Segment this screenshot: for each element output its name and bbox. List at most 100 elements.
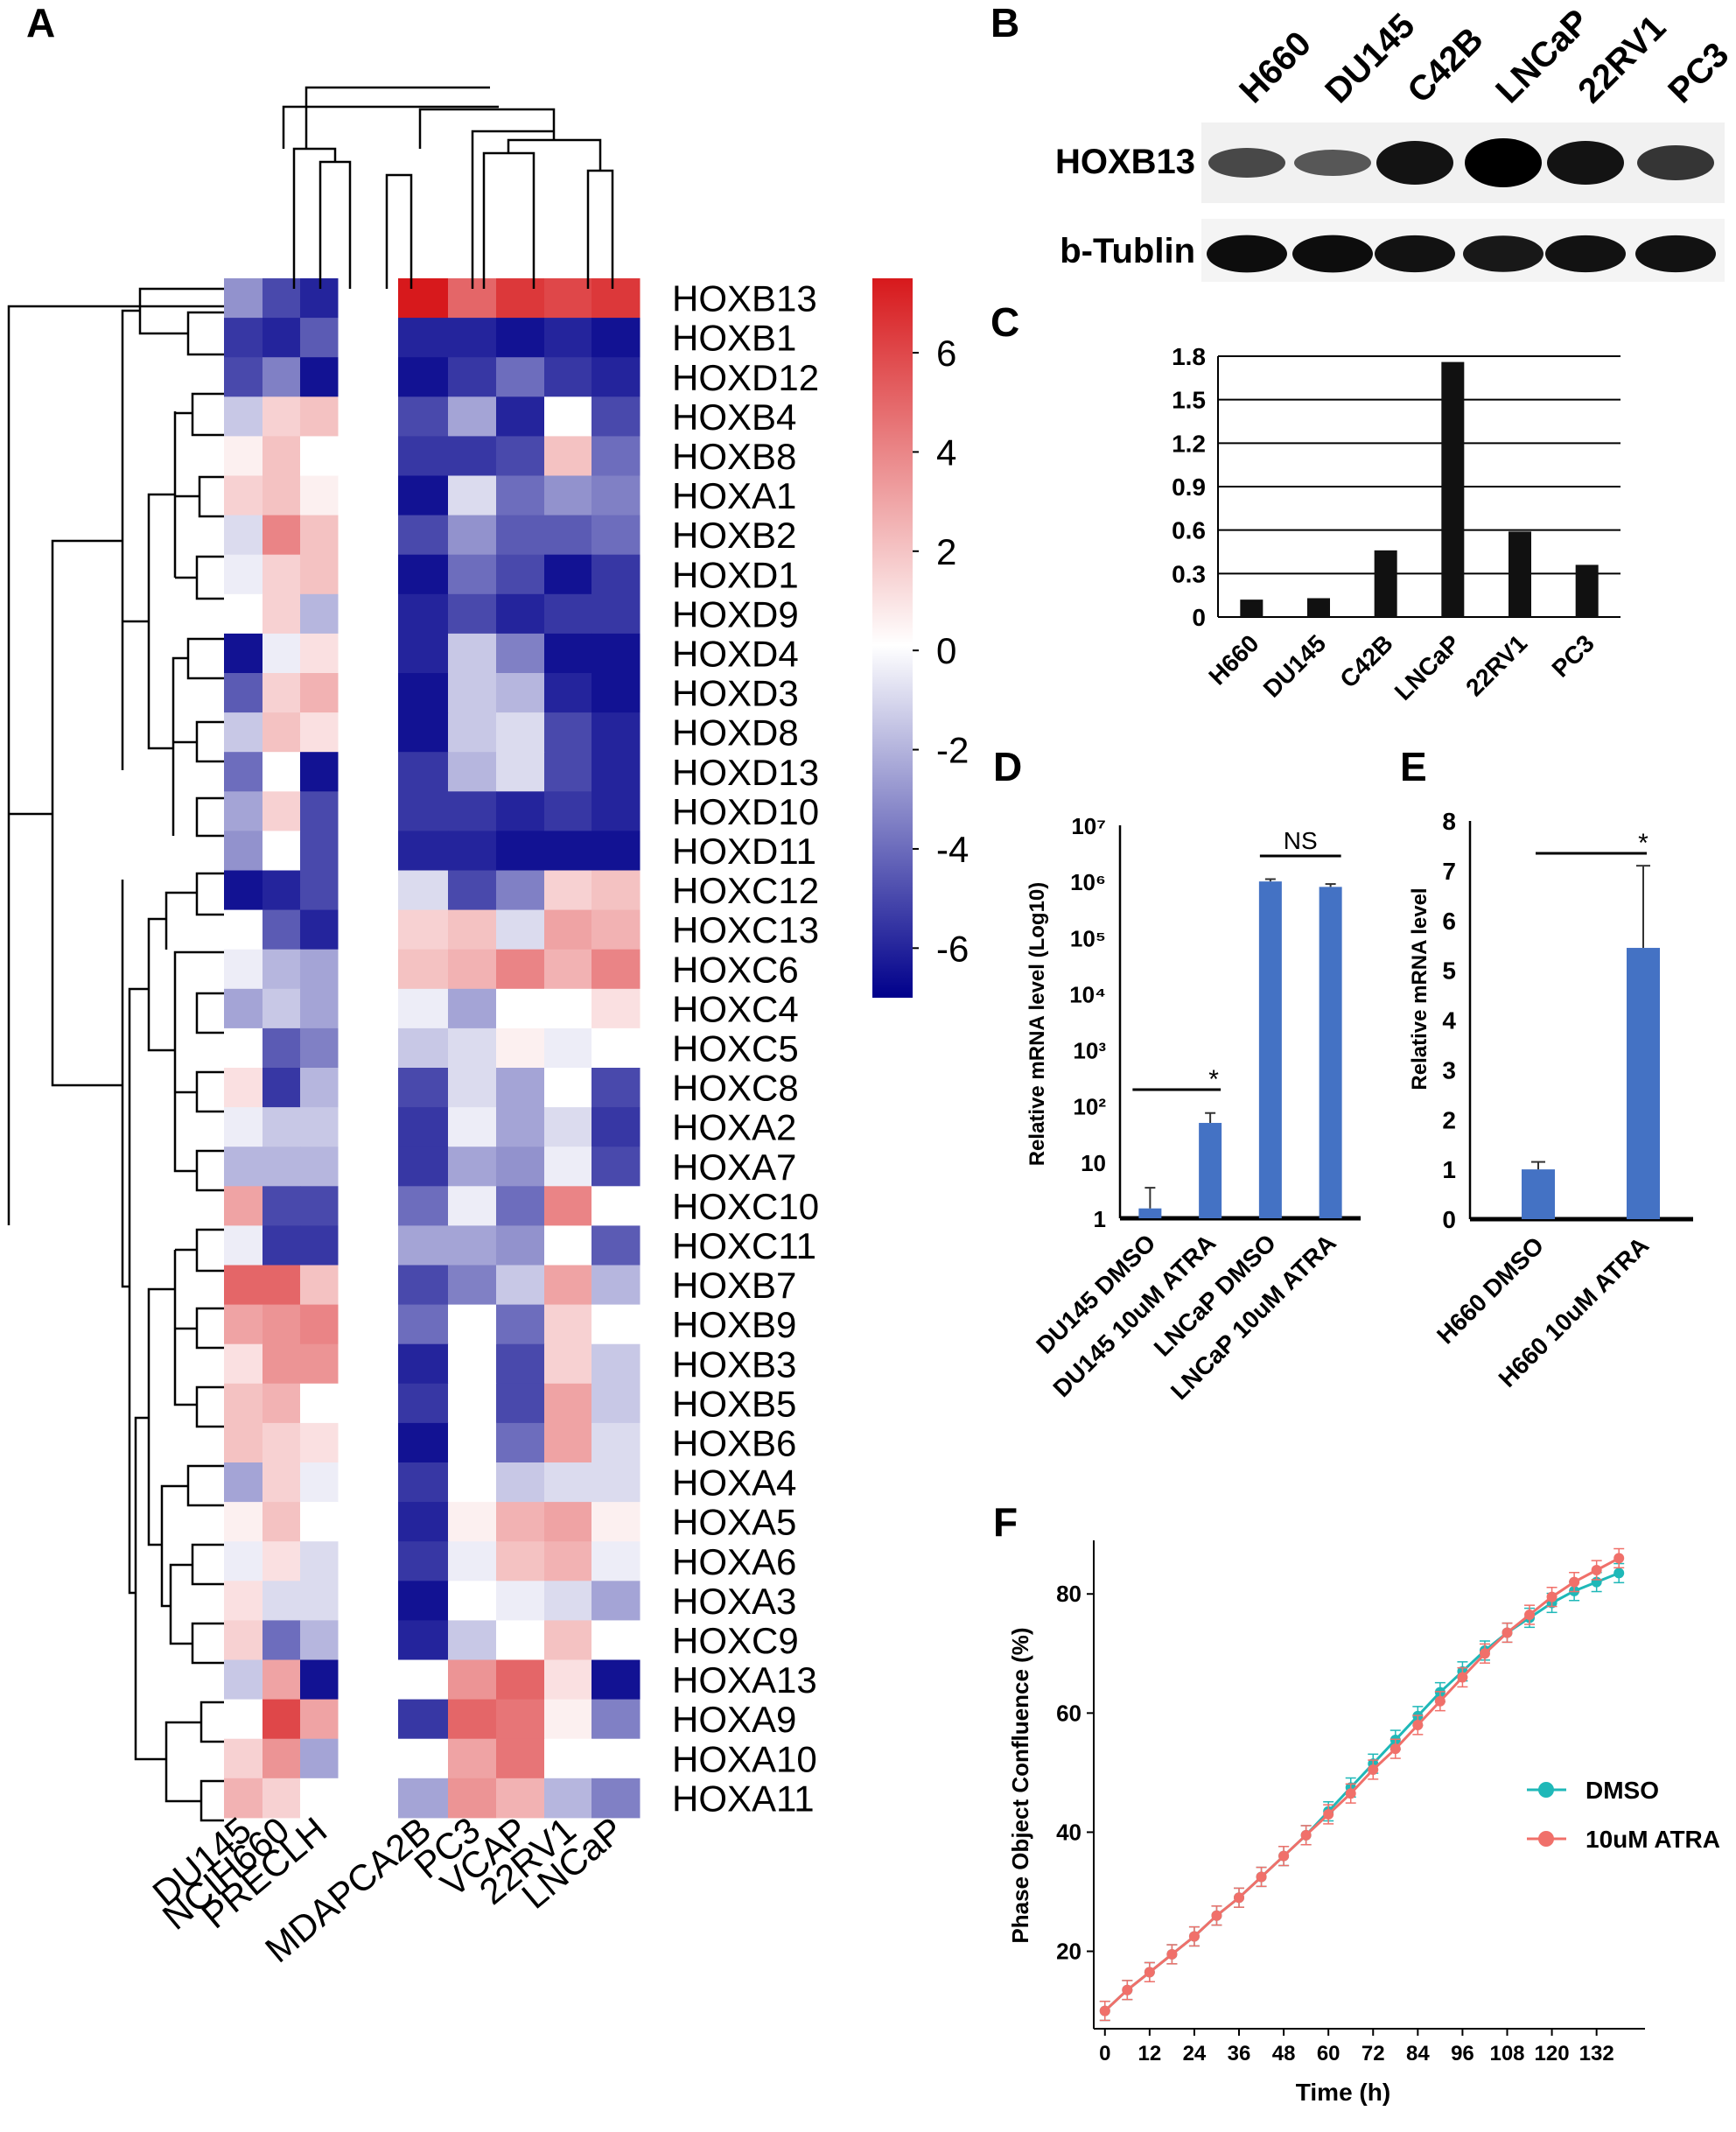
y-tick-label: 0.6 [1172, 517, 1206, 544]
bar [1240, 600, 1264, 617]
heatmap-cell [398, 1778, 449, 1819]
data-point [1390, 1743, 1401, 1755]
heatmap-cell [592, 278, 640, 319]
heatmap-cell [592, 988, 640, 1029]
heatmap-cell [300, 357, 339, 397]
heatmap-cell [262, 1265, 301, 1306]
heatmap-cell [592, 1620, 640, 1660]
heatmap-cell [544, 1699, 592, 1740]
heatmap-row-label: HOXC13 [672, 909, 819, 950]
heatmap-row-label: HOXD3 [672, 673, 799, 714]
heatmap-cell [224, 1502, 263, 1542]
heatmap-cell [448, 1659, 497, 1701]
heatmap-cell [544, 357, 592, 397]
bar [1575, 565, 1599, 617]
heatmap-cell [262, 988, 301, 1029]
heatmap-cell [592, 1738, 640, 1779]
heatmap-cell [592, 593, 640, 635]
heatmap-cell [262, 1581, 301, 1621]
heatmap-cell [398, 1502, 449, 1542]
heatmap-cell [398, 1186, 449, 1226]
heatmap-cell [544, 673, 592, 713]
heatmap-cell [448, 1225, 497, 1266]
heatmap-cell [224, 673, 263, 713]
heatmap-cell [224, 1462, 263, 1503]
heatmap-cell [262, 1620, 301, 1660]
heatmap-cell [496, 1068, 545, 1108]
heatmap-cell [398, 554, 449, 595]
heatmap-cell [398, 909, 449, 950]
heatmap-cell [398, 593, 449, 635]
data-point [1188, 1931, 1200, 1942]
heatmap-cell [224, 791, 263, 831]
colorbar-tick-label: -4 [936, 829, 969, 870]
heatmap-row-label: HOXA9 [672, 1699, 796, 1740]
heatmap-cell [496, 1541, 545, 1581]
heatmap-cell [262, 831, 301, 871]
heatmap-cell [262, 1304, 301, 1345]
heatmap-cell [224, 712, 263, 753]
heatmap-cell [544, 1107, 592, 1147]
heatmap-cell [592, 831, 640, 871]
heatmap-cell [262, 1462, 301, 1503]
heatmap-row-label: HOXB5 [672, 1383, 796, 1424]
heatmap-cell [496, 791, 545, 831]
heatmap-cell [300, 1620, 339, 1660]
y-tick-label: 10³ [1073, 1038, 1106, 1064]
heatmap-cell [224, 475, 263, 516]
heatmap-cell [448, 1738, 497, 1779]
heatmap-cell [592, 1462, 640, 1503]
heatmap-cell [496, 1738, 545, 1779]
heatmap-cell [398, 475, 449, 516]
significance-marker: NS [1284, 827, 1318, 854]
heatmap-cell [592, 673, 640, 713]
heatmap-cell [544, 831, 592, 871]
heatmap-row-label: HOXC12 [672, 870, 819, 911]
heatmap-row-label: HOXC8 [672, 1068, 799, 1109]
heatmap-cell [262, 1541, 301, 1581]
heatmap-cell [224, 1027, 263, 1069]
heatmap-cell [592, 1699, 640, 1740]
y-tick-label: 1 [1094, 1206, 1106, 1232]
legend-label: 10uM ATRA [1586, 1826, 1720, 1853]
colorbar-tick-label: 2 [936, 531, 956, 572]
blot-band-hoxb13 [1465, 138, 1542, 187]
x-tick-label: 96 [1451, 2042, 1474, 2065]
panel-d-bar-chart: 1 10 10² 10³ 10⁴ 10⁵ 10⁶ 10⁷ Relative mRNA level… [1026, 813, 1361, 1405]
legend-marker [1538, 1782, 1554, 1798]
row-dendrogram-branch [7, 287, 224, 1822]
heatmap-cell [544, 1620, 592, 1660]
heatmap-cell [448, 1304, 497, 1345]
heatmap-cell [224, 318, 263, 358]
heatmap-cell [448, 593, 497, 635]
heatmap-cell [544, 752, 592, 792]
y-tick-label: 4 [1442, 1007, 1456, 1034]
heatmap-cell [496, 357, 545, 397]
heatmap-cell [300, 1699, 339, 1740]
heatmap-cell [592, 1304, 640, 1345]
y-tick-label: 2 [1442, 1106, 1456, 1133]
heatmap-cell [496, 515, 545, 556]
data-point [1256, 1871, 1267, 1883]
heatmap-cell [544, 1225, 592, 1266]
data-point [1502, 1627, 1513, 1638]
heatmap-cell [592, 1422, 640, 1463]
heatmap-cell [300, 1541, 339, 1581]
heatmap-cell [544, 1778, 592, 1819]
legend-marker [1538, 1831, 1554, 1847]
heatmap-cell [448, 554, 497, 595]
heatmap-cell [496, 1147, 545, 1187]
heatmap-cell [448, 1383, 497, 1424]
heatmap-cell [592, 436, 640, 476]
heatmap-cell [592, 1659, 640, 1701]
heatmap-cell [592, 1265, 640, 1306]
heatmap-cell [300, 1581, 339, 1621]
heatmap-cell [300, 791, 339, 831]
x-tick-label: 12 [1138, 2042, 1161, 2065]
heatmap-cell [262, 1422, 301, 1463]
heatmap-cell [544, 988, 592, 1029]
heatmap-cell [224, 357, 263, 397]
data-point [1345, 1788, 1356, 1799]
heatmap-cell [398, 1304, 449, 1345]
heatmap-cell [448, 1068, 497, 1108]
